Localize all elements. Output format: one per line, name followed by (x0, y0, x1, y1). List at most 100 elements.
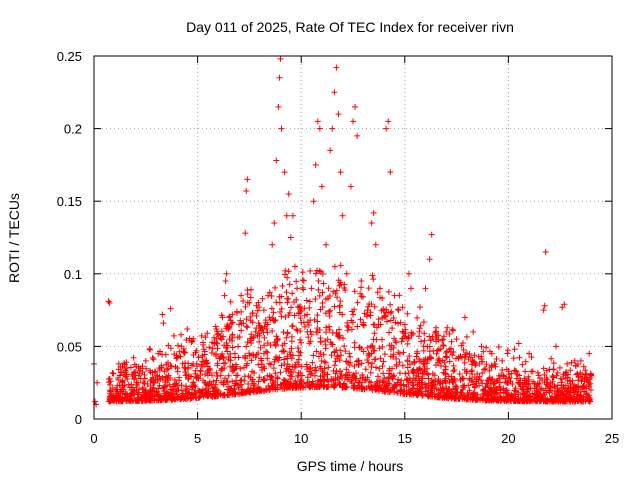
noise-point (288, 338, 295, 345)
noise-point (224, 348, 231, 355)
noise-point (234, 334, 241, 341)
x-tick-label: 5 (194, 431, 201, 446)
noise-point (403, 334, 410, 341)
noise-point (303, 297, 310, 304)
data-point (499, 357, 506, 364)
noise-point (250, 352, 257, 359)
noise-point (544, 382, 551, 389)
noise-point (486, 367, 493, 374)
noise-point (134, 391, 141, 398)
noise-point (243, 362, 250, 369)
data-point (106, 299, 113, 306)
noise-point (409, 385, 416, 392)
noise-point (285, 312, 292, 319)
noise-point (389, 325, 396, 332)
noise-point (247, 294, 254, 301)
noise-point (489, 396, 496, 403)
noise-point (291, 312, 298, 319)
noise-point (222, 359, 229, 366)
noise-point (299, 284, 306, 291)
noise-point (550, 366, 557, 373)
noise-point (396, 359, 403, 366)
noise-point (354, 299, 361, 306)
noise-point (289, 322, 296, 329)
noise-point (267, 341, 274, 348)
noise-point (415, 388, 422, 395)
noise-point (440, 342, 447, 349)
noise-point (325, 364, 332, 371)
noise-point (255, 378, 262, 385)
noise-point (390, 314, 397, 321)
noise-point (281, 340, 288, 347)
noise-point (424, 356, 431, 363)
noise-point (385, 288, 392, 295)
noise-point (559, 376, 566, 383)
noise-point (249, 310, 256, 317)
noise-point (500, 372, 507, 379)
noise-point (283, 289, 290, 296)
noise-point (163, 393, 170, 400)
noise-point (274, 335, 281, 342)
noise-point (162, 397, 169, 404)
noise-point (246, 350, 253, 357)
noise-point (381, 312, 388, 319)
noise-point (411, 358, 418, 365)
data-point (243, 188, 250, 195)
noise-point (198, 361, 205, 368)
noise-point (534, 388, 541, 395)
noise-point (315, 286, 322, 293)
noise-point (427, 337, 434, 344)
noise-point (543, 379, 550, 386)
noise-point (585, 397, 592, 404)
noise-point (279, 282, 286, 289)
noise-point (225, 383, 232, 390)
noise-point (204, 330, 211, 337)
noise-point (165, 342, 172, 349)
noise-point (343, 384, 350, 391)
noise-point (317, 338, 324, 345)
noise-point (451, 366, 458, 373)
noise-point (555, 392, 562, 399)
noise-point (270, 309, 277, 316)
noise-point (351, 339, 358, 346)
noise-point (317, 349, 324, 356)
noise-point (193, 363, 200, 370)
noise-point (371, 330, 378, 337)
data-point (312, 161, 319, 168)
noise-point (579, 371, 586, 378)
noise-point (324, 371, 331, 378)
noise-point (177, 353, 184, 360)
data-point (541, 302, 548, 309)
y-tick-label: 0.25 (57, 49, 82, 64)
noise-point (269, 327, 276, 334)
noise-point (491, 380, 498, 387)
noise-point (338, 352, 345, 359)
noise-point (163, 366, 170, 373)
noise-point (204, 359, 211, 366)
noise-point (428, 382, 435, 389)
noise-point (123, 371, 130, 378)
noise-point (234, 372, 241, 379)
noise-point (193, 347, 200, 354)
data-point (350, 118, 356, 125)
data-point (347, 183, 354, 190)
noise-point (442, 380, 449, 387)
noise-point (418, 338, 425, 345)
noise-point (421, 330, 428, 337)
noise-point (119, 378, 126, 385)
noise-point (223, 344, 230, 351)
noise-point (537, 386, 544, 393)
data-point (453, 336, 460, 343)
noise-point (281, 380, 288, 387)
noise-point (383, 383, 390, 390)
noise-point (213, 369, 220, 376)
noise-point (380, 358, 387, 365)
noise-point (479, 369, 486, 376)
noise-point (483, 361, 490, 368)
noise-point (328, 341, 335, 348)
noise-point (344, 327, 351, 334)
data-point (236, 321, 243, 328)
noise-point (113, 386, 120, 393)
noise-point (323, 324, 330, 331)
noise-point (492, 363, 499, 370)
